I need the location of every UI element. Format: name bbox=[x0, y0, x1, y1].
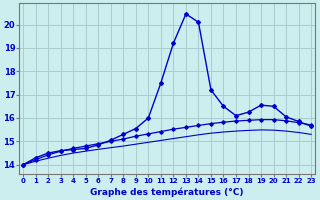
X-axis label: Graphe des températures (°C): Graphe des températures (°C) bbox=[90, 187, 244, 197]
